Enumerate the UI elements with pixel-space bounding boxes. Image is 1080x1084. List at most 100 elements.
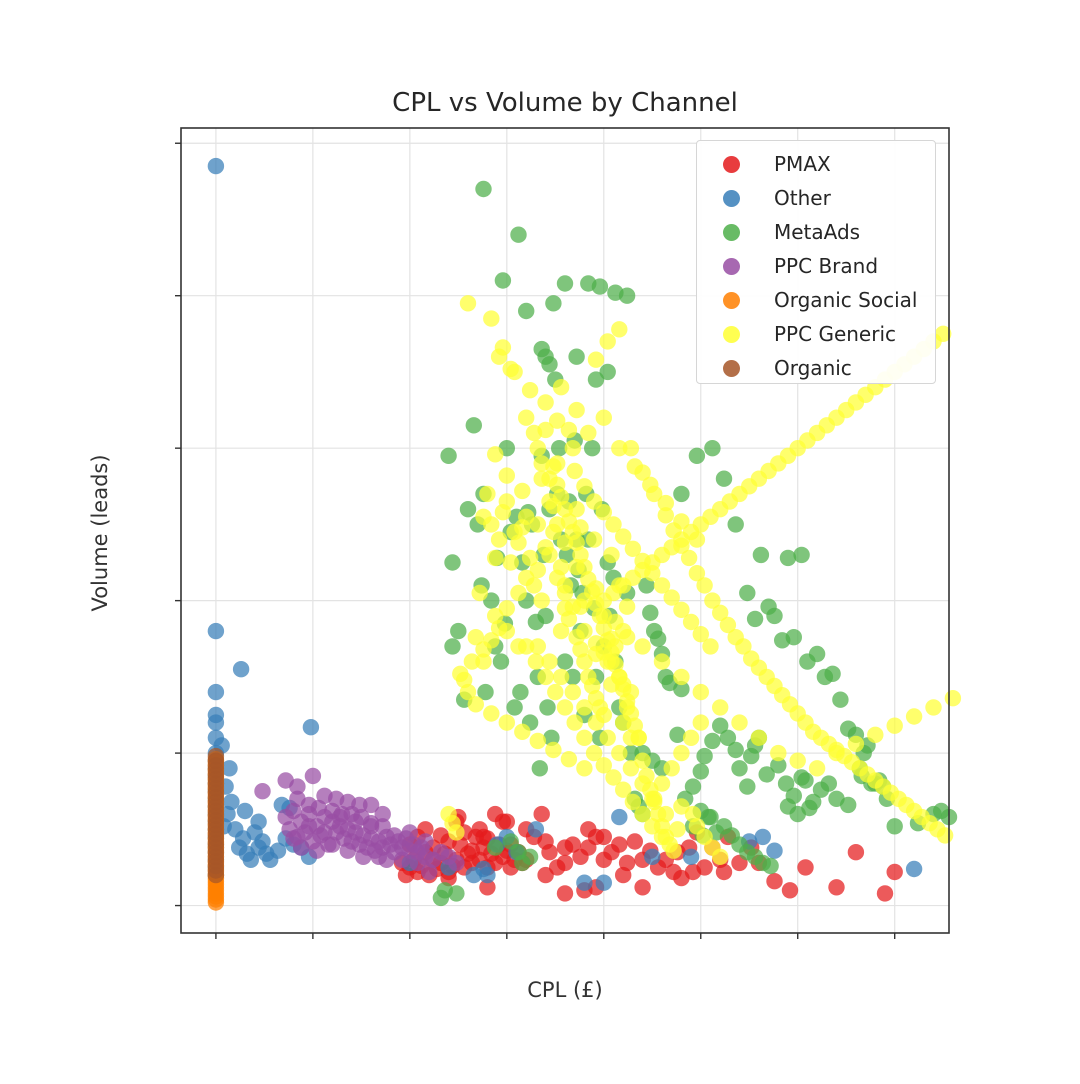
data-point xyxy=(789,805,806,823)
data-point xyxy=(587,645,605,663)
data-point xyxy=(580,821,597,838)
axis-ticks xyxy=(175,142,896,939)
data-point xyxy=(463,842,481,859)
data-point xyxy=(374,818,391,835)
data-point xyxy=(207,622,225,640)
data-point xyxy=(527,653,545,670)
data-point xyxy=(649,630,667,647)
data-point xyxy=(789,752,806,769)
data-point xyxy=(657,805,674,823)
data-point xyxy=(712,604,729,621)
data-point xyxy=(704,440,721,457)
data-point xyxy=(498,600,515,617)
data-point xyxy=(514,723,531,740)
data-point xyxy=(615,714,632,731)
data-point xyxy=(551,440,568,457)
data-point xyxy=(762,857,779,875)
data-point xyxy=(549,516,566,533)
data-point xyxy=(521,549,539,567)
data-point xyxy=(704,592,721,609)
data-point xyxy=(622,440,640,457)
data-point xyxy=(770,744,787,762)
data-point xyxy=(673,680,690,698)
data-point xyxy=(634,805,651,823)
data-point xyxy=(543,729,560,746)
data-point xyxy=(533,470,550,487)
data-point xyxy=(611,744,628,762)
data-point xyxy=(483,310,500,327)
data-point xyxy=(475,828,492,846)
data-point xyxy=(905,708,923,725)
data-point xyxy=(316,824,333,841)
data-point xyxy=(549,455,566,472)
data-point xyxy=(568,401,585,419)
data-point xyxy=(673,798,690,815)
data-point xyxy=(820,775,837,792)
data-point xyxy=(626,833,643,850)
legend-marker xyxy=(723,359,740,377)
data-point xyxy=(585,493,603,510)
data-point xyxy=(527,821,545,838)
data-point xyxy=(692,763,709,780)
legend-label: PPC Generic xyxy=(774,322,897,346)
data-point xyxy=(739,584,756,602)
data-point xyxy=(886,863,903,881)
series-ppc-brand xyxy=(254,767,465,881)
data-point xyxy=(498,493,515,510)
data-point xyxy=(221,760,238,777)
data-point xyxy=(547,683,564,701)
data-point xyxy=(537,607,554,625)
legend-item-other: Other xyxy=(709,181,935,215)
data-point xyxy=(518,302,535,320)
data-point xyxy=(483,592,500,609)
data-point xyxy=(471,584,488,602)
data-point xyxy=(847,844,865,861)
data-point xyxy=(692,683,709,701)
data-point xyxy=(518,409,535,426)
data-point xyxy=(696,747,713,765)
legend-item-ppc-brand: PPC Brand xyxy=(709,249,935,283)
data-point xyxy=(310,799,327,817)
data-point xyxy=(634,775,651,792)
data-point xyxy=(355,848,372,865)
data-point xyxy=(576,874,593,891)
data-point xyxy=(727,516,744,533)
data-point xyxy=(576,729,593,746)
y-axis-label: Volume (leads) xyxy=(88,454,112,612)
data-point xyxy=(393,851,411,868)
data-point xyxy=(537,866,554,884)
data-point xyxy=(498,467,515,484)
data-point xyxy=(585,744,603,762)
data-point xyxy=(712,699,729,716)
data-point xyxy=(657,494,674,512)
data-point xyxy=(529,732,546,750)
data-point xyxy=(642,604,659,621)
data-point xyxy=(587,580,605,597)
data-point xyxy=(669,821,686,838)
data-point xyxy=(603,653,620,670)
data-point xyxy=(487,446,504,463)
legend-label: Organic xyxy=(774,356,852,380)
data-point xyxy=(595,874,612,891)
data-point xyxy=(467,629,484,646)
data-point xyxy=(615,866,632,884)
legend-marker xyxy=(723,155,740,173)
data-point xyxy=(207,683,225,701)
data-point xyxy=(615,528,632,545)
data-point xyxy=(459,683,477,701)
data-point xyxy=(704,732,721,750)
data-point xyxy=(564,668,581,686)
chart-title: CPL vs Volume by Channel xyxy=(392,88,738,118)
data-point xyxy=(529,440,546,457)
data-point xyxy=(492,653,510,670)
legend-marker xyxy=(723,291,740,309)
data-point xyxy=(572,598,589,615)
data-point xyxy=(781,882,799,899)
data-point xyxy=(603,676,620,693)
data-point xyxy=(236,802,254,820)
data-point xyxy=(688,565,706,582)
data-point xyxy=(490,531,508,548)
data-point xyxy=(324,836,341,853)
plot-area-frame xyxy=(180,127,950,934)
data-point xyxy=(362,796,380,814)
